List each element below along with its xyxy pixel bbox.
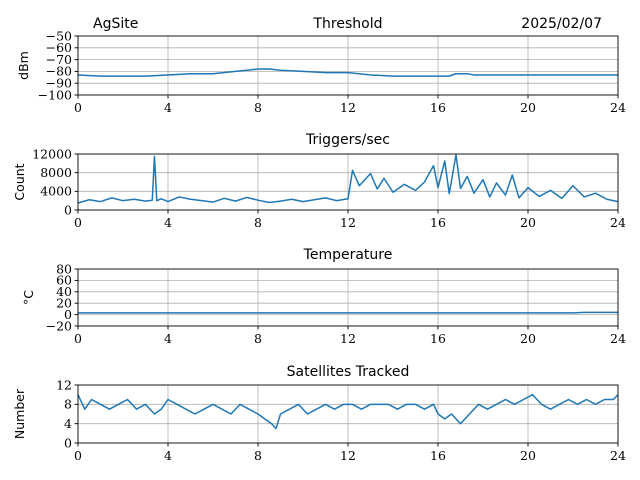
- y-tick-label: 12000: [32, 146, 72, 161]
- x-tick-label: 24: [610, 448, 626, 463]
- x-tick-label: 4: [164, 448, 172, 463]
- y-tick-label: 40: [56, 284, 72, 299]
- chart-panel-2: 0 4 8 12 16 20 24 0 4000 8000 12000 Triggers/sec Cou…: [12, 132, 626, 230]
- y-tick-label: 0: [64, 307, 72, 322]
- x-tick-label: 8: [254, 331, 262, 346]
- data-line-series-1: [78, 311, 618, 314]
- chart-title: Threshold: [313, 16, 383, 32]
- x-tick-label: 0: [74, 448, 82, 463]
- y-tick-label: 4: [64, 416, 72, 431]
- x-tick-label: 12: [340, 331, 356, 346]
- y-tick-label: −100: [38, 87, 72, 102]
- x-tick-label: 20: [520, 215, 536, 230]
- x-tick-label: 4: [164, 215, 172, 230]
- y-tick-label: −90: [46, 76, 72, 91]
- chart-panel-1: 0 4 8 12 16 20 24 −100−90−80−70−60−50 Threshold d…: [16, 16, 626, 115]
- y-tick-label: 20: [56, 296, 72, 311]
- x-tick-label: 0: [74, 215, 82, 230]
- x-tick-label: 20: [520, 448, 536, 463]
- x-tick-label: 8: [254, 448, 262, 463]
- y-tick-label: −20: [46, 318, 72, 333]
- x-tick-label: 12: [340, 448, 356, 463]
- x-tick-label: 24: [610, 215, 626, 230]
- date-label: 2025/02/07: [521, 16, 602, 32]
- y-tick-label: 12: [56, 377, 72, 392]
- chart-title: Temperature: [303, 247, 393, 263]
- y-tick-label: −60: [46, 40, 72, 55]
- y-axis-label: Count: [12, 163, 27, 200]
- y-tick-label: 60: [56, 273, 72, 288]
- x-tick-label: 24: [610, 100, 626, 115]
- y-axis-label: °C: [21, 290, 36, 305]
- y-tick-label: −70: [46, 52, 72, 67]
- x-tick-label: 12: [340, 100, 356, 115]
- y-tick-label: 0: [64, 435, 72, 450]
- y-axis-label: Number: [12, 388, 27, 439]
- site-label: AgSite: [93, 16, 138, 32]
- y-tick-label: −50: [46, 28, 72, 43]
- x-tick-label: 0: [74, 331, 82, 346]
- y-tick-label: 80: [56, 261, 72, 276]
- x-tick-label: 20: [520, 100, 536, 115]
- y-tick-label: 8: [64, 397, 72, 412]
- x-tick-label: 8: [254, 215, 262, 230]
- x-tick-label: 16: [430, 448, 446, 463]
- x-tick-label: 4: [164, 100, 172, 115]
- x-tick-label: 16: [430, 331, 446, 346]
- x-tick-label: 16: [430, 100, 446, 115]
- chart-title: Triggers/sec: [305, 132, 390, 148]
- chart-title: Satellites Tracked: [287, 364, 410, 380]
- y-tick-label: 8000: [40, 165, 72, 180]
- chart-panel-4: 0 4 8 12 16 20 24 0 4 8 12 Satellites Tracked Number: [12, 364, 626, 463]
- y-tick-label: 4000: [40, 184, 72, 199]
- data-line-series-1: [77, 393, 619, 430]
- x-tick-label: 24: [610, 331, 626, 346]
- x-tick-label: 12: [340, 215, 356, 230]
- x-tick-label: 0: [74, 100, 82, 115]
- x-tick-label: 4: [164, 331, 172, 346]
- x-tick-label: 20: [520, 331, 536, 346]
- data-line-series-1: [77, 68, 618, 77]
- y-axis-label: dBm: [16, 51, 31, 80]
- data-line-series-1: [77, 154, 619, 204]
- x-tick-label: 16: [430, 215, 446, 230]
- x-tick-label: 8: [254, 100, 262, 115]
- y-tick-label: −80: [46, 64, 72, 79]
- y-tick-label: 0: [64, 202, 72, 217]
